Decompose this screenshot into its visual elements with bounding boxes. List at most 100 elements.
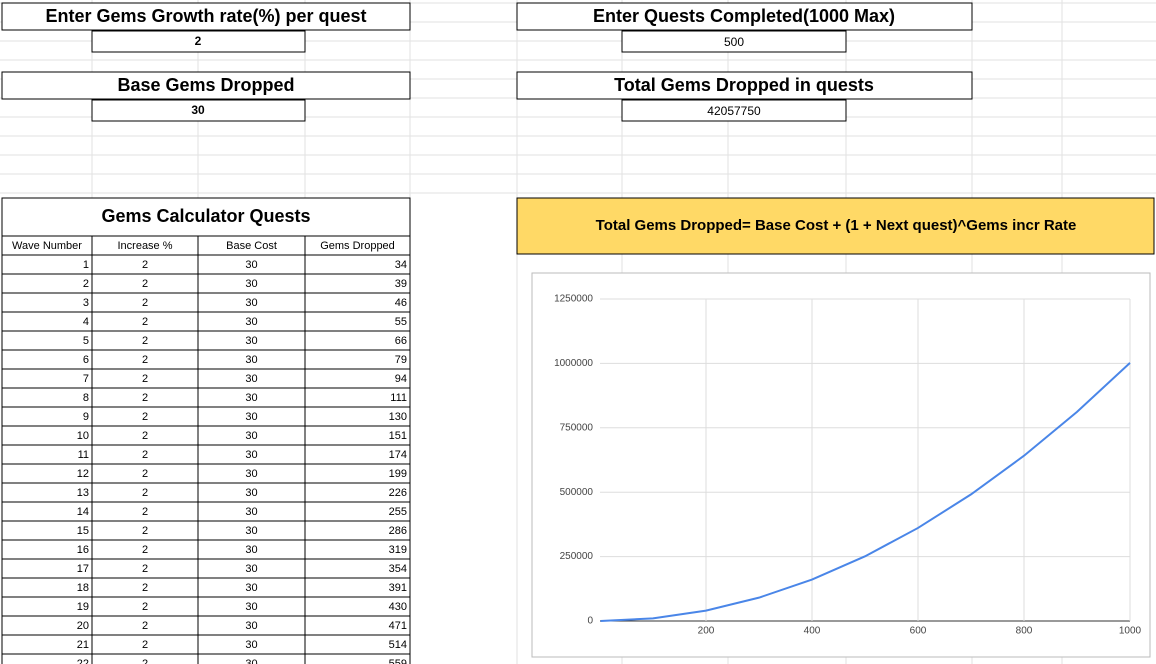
table-cell: 5: [83, 335, 89, 347]
table-cell: 2: [142, 449, 148, 461]
table-cell: 111: [390, 392, 407, 404]
input-value: 42057750: [707, 104, 761, 118]
table-cell: 286: [389, 525, 407, 537]
y-tick-label: 750000: [560, 422, 594, 433]
value-box: [621, 99, 847, 122]
table-cell: 2: [142, 582, 148, 594]
table-cell: 2: [142, 620, 148, 632]
table-cell: 7: [83, 373, 89, 385]
column-header: Increase %: [117, 240, 172, 252]
table-cell: 2: [142, 601, 148, 613]
table-cell: 30: [245, 544, 257, 556]
x-tick-label: 400: [804, 626, 821, 637]
table-cell: 30: [245, 411, 257, 423]
table-cell: 319: [389, 544, 407, 556]
table-cell: 559: [389, 658, 407, 664]
table-cell: 151: [389, 430, 407, 442]
x-tick-label: 1000: [1119, 626, 1142, 637]
x-tick-label: 600: [910, 626, 927, 637]
table-cell: 2: [142, 354, 148, 366]
input-value: 2: [195, 34, 202, 48]
table-cell: 4: [83, 316, 89, 328]
table-cell: 471: [389, 620, 407, 632]
table-cell: 2: [142, 297, 148, 309]
table-cell: 30: [245, 373, 257, 385]
table-cell: 34: [395, 259, 407, 271]
table-cell: 430: [389, 601, 407, 613]
table-cell: 2: [142, 316, 148, 328]
table-cell: 18: [77, 582, 89, 594]
table-cell: 514: [389, 639, 407, 651]
table-body: [2, 236, 410, 664]
table-cell: 2: [142, 639, 148, 651]
table: Wave Number Increase % Base Cost Gems Dropp…: [1, 235, 411, 664]
table-cell: 30: [245, 430, 257, 442]
table-cell: 2: [142, 411, 148, 423]
x-tick-label: 200: [698, 626, 715, 637]
input-label: Total Gems Dropped in quests: [614, 75, 874, 95]
table-cell: 2: [142, 335, 148, 347]
table-cell: 30: [245, 601, 257, 613]
column-header: Wave Number: [12, 240, 82, 252]
table-cell: 22: [77, 658, 89, 664]
value-box: [91, 30, 306, 53]
formula: Total Gems Dropped= Base Cost + (1 + Nex…: [596, 217, 1077, 234]
column-header: Base Cost: [226, 240, 277, 252]
table-cell: 30: [245, 297, 257, 309]
table-cell: 19: [77, 601, 89, 613]
table-cell: 130: [389, 411, 407, 423]
input-label: Base Gems Dropped: [117, 75, 294, 95]
table-cell: 79: [395, 354, 407, 366]
table-cell: 30: [245, 335, 257, 347]
input-value: 500: [724, 35, 744, 49]
table-cell: 2: [142, 373, 148, 385]
table-cell: 30: [245, 639, 257, 651]
table-cell: 2: [142, 563, 148, 575]
table-cell: 2: [142, 658, 148, 664]
table-cell: 66: [395, 335, 407, 347]
table-cell: 2: [142, 430, 148, 442]
input-label: Enter Quests Completed(1000 Max): [593, 6, 895, 26]
table-cell: 1: [83, 259, 89, 271]
table-cell: 174: [389, 449, 407, 461]
y-tick-label: 500000: [560, 487, 594, 498]
table-title-box: [1, 197, 411, 237]
table-cell: 8: [83, 392, 89, 404]
table-cell: 30: [245, 525, 257, 537]
x-tick-label: 800: [1016, 626, 1033, 637]
table-cell: 30: [245, 620, 257, 632]
table-cell: 94: [395, 373, 407, 385]
table-cell: 46: [395, 297, 407, 309]
table-cell: 20: [77, 620, 89, 632]
table-cell: 39: [395, 278, 407, 290]
value-box: [621, 30, 847, 53]
table-cell: 10: [77, 430, 89, 442]
label-box: [516, 71, 973, 100]
column-header: Gems Dropped: [320, 240, 395, 252]
table-title: Gems Calculator Quests: [101, 206, 310, 226]
table-cell: 2: [142, 468, 148, 480]
table-cell: 30: [245, 354, 257, 366]
table-cell: 30: [245, 259, 257, 271]
table-cell: 2: [142, 487, 148, 499]
table-cell: 30: [245, 658, 257, 664]
table-cell: 30: [245, 582, 257, 594]
table-cell: 15: [77, 525, 89, 537]
table-cell: 9: [83, 411, 89, 423]
chart-frame: [531, 272, 1151, 658]
table-cell: 30: [245, 563, 257, 575]
table-cell: 30: [245, 487, 257, 499]
label-box: [1, 71, 411, 100]
table-cell: 30: [245, 316, 257, 328]
table-cell: 55: [395, 316, 407, 328]
table-cell: 30: [245, 506, 257, 518]
table-cell: 2: [142, 544, 148, 556]
table-cell: 2: [142, 525, 148, 537]
chart: 0 250000 500000 750000 1000000 1250000 200 400 6…: [554, 294, 1141, 637]
label-box: [516, 2, 973, 31]
table-cell: 2: [83, 278, 89, 290]
value-box: [91, 99, 306, 122]
y-tick-label: 1000000: [554, 358, 593, 369]
table-cell: 13: [77, 487, 89, 499]
